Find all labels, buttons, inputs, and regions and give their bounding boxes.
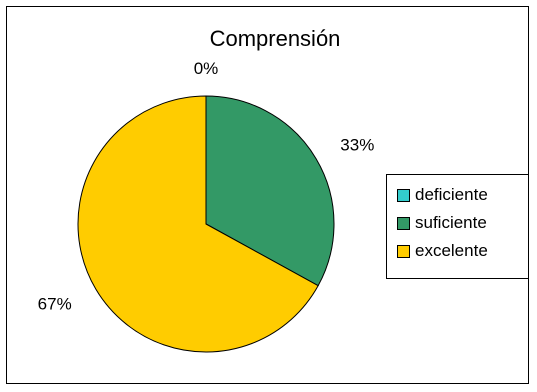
legend-label-excelente: excelente <box>415 241 488 260</box>
legend-item-deficiente: deficiente <box>397 181 528 209</box>
data-label-excelente: 67% <box>38 294 72 313</box>
legend-label-deficiente: deficiente <box>415 185 488 204</box>
legend-swatch-deficiente <box>397 188 410 202</box>
pie-slice-suficiente <box>205 95 335 287</box>
pie-slices <box>77 95 335 353</box>
data-label-suficiente: 33% <box>340 136 374 155</box>
legend-swatch-excelente <box>397 244 410 258</box>
data-labels: 0% 33% 67% <box>38 59 375 313</box>
legend-item-excelente: excelente <box>397 237 528 265</box>
chart-title: Comprensión <box>210 26 341 51</box>
legend: deficiente suficiente excelente <box>386 174 529 279</box>
data-label-deficiente: 0% <box>194 59 219 78</box>
pie-slice-excelente <box>77 95 319 353</box>
legend-swatch-suficiente <box>397 216 410 230</box>
legend-label-suficiente: suficiente <box>415 213 487 232</box>
legend-item-suficiente: suficiente <box>397 209 528 237</box>
